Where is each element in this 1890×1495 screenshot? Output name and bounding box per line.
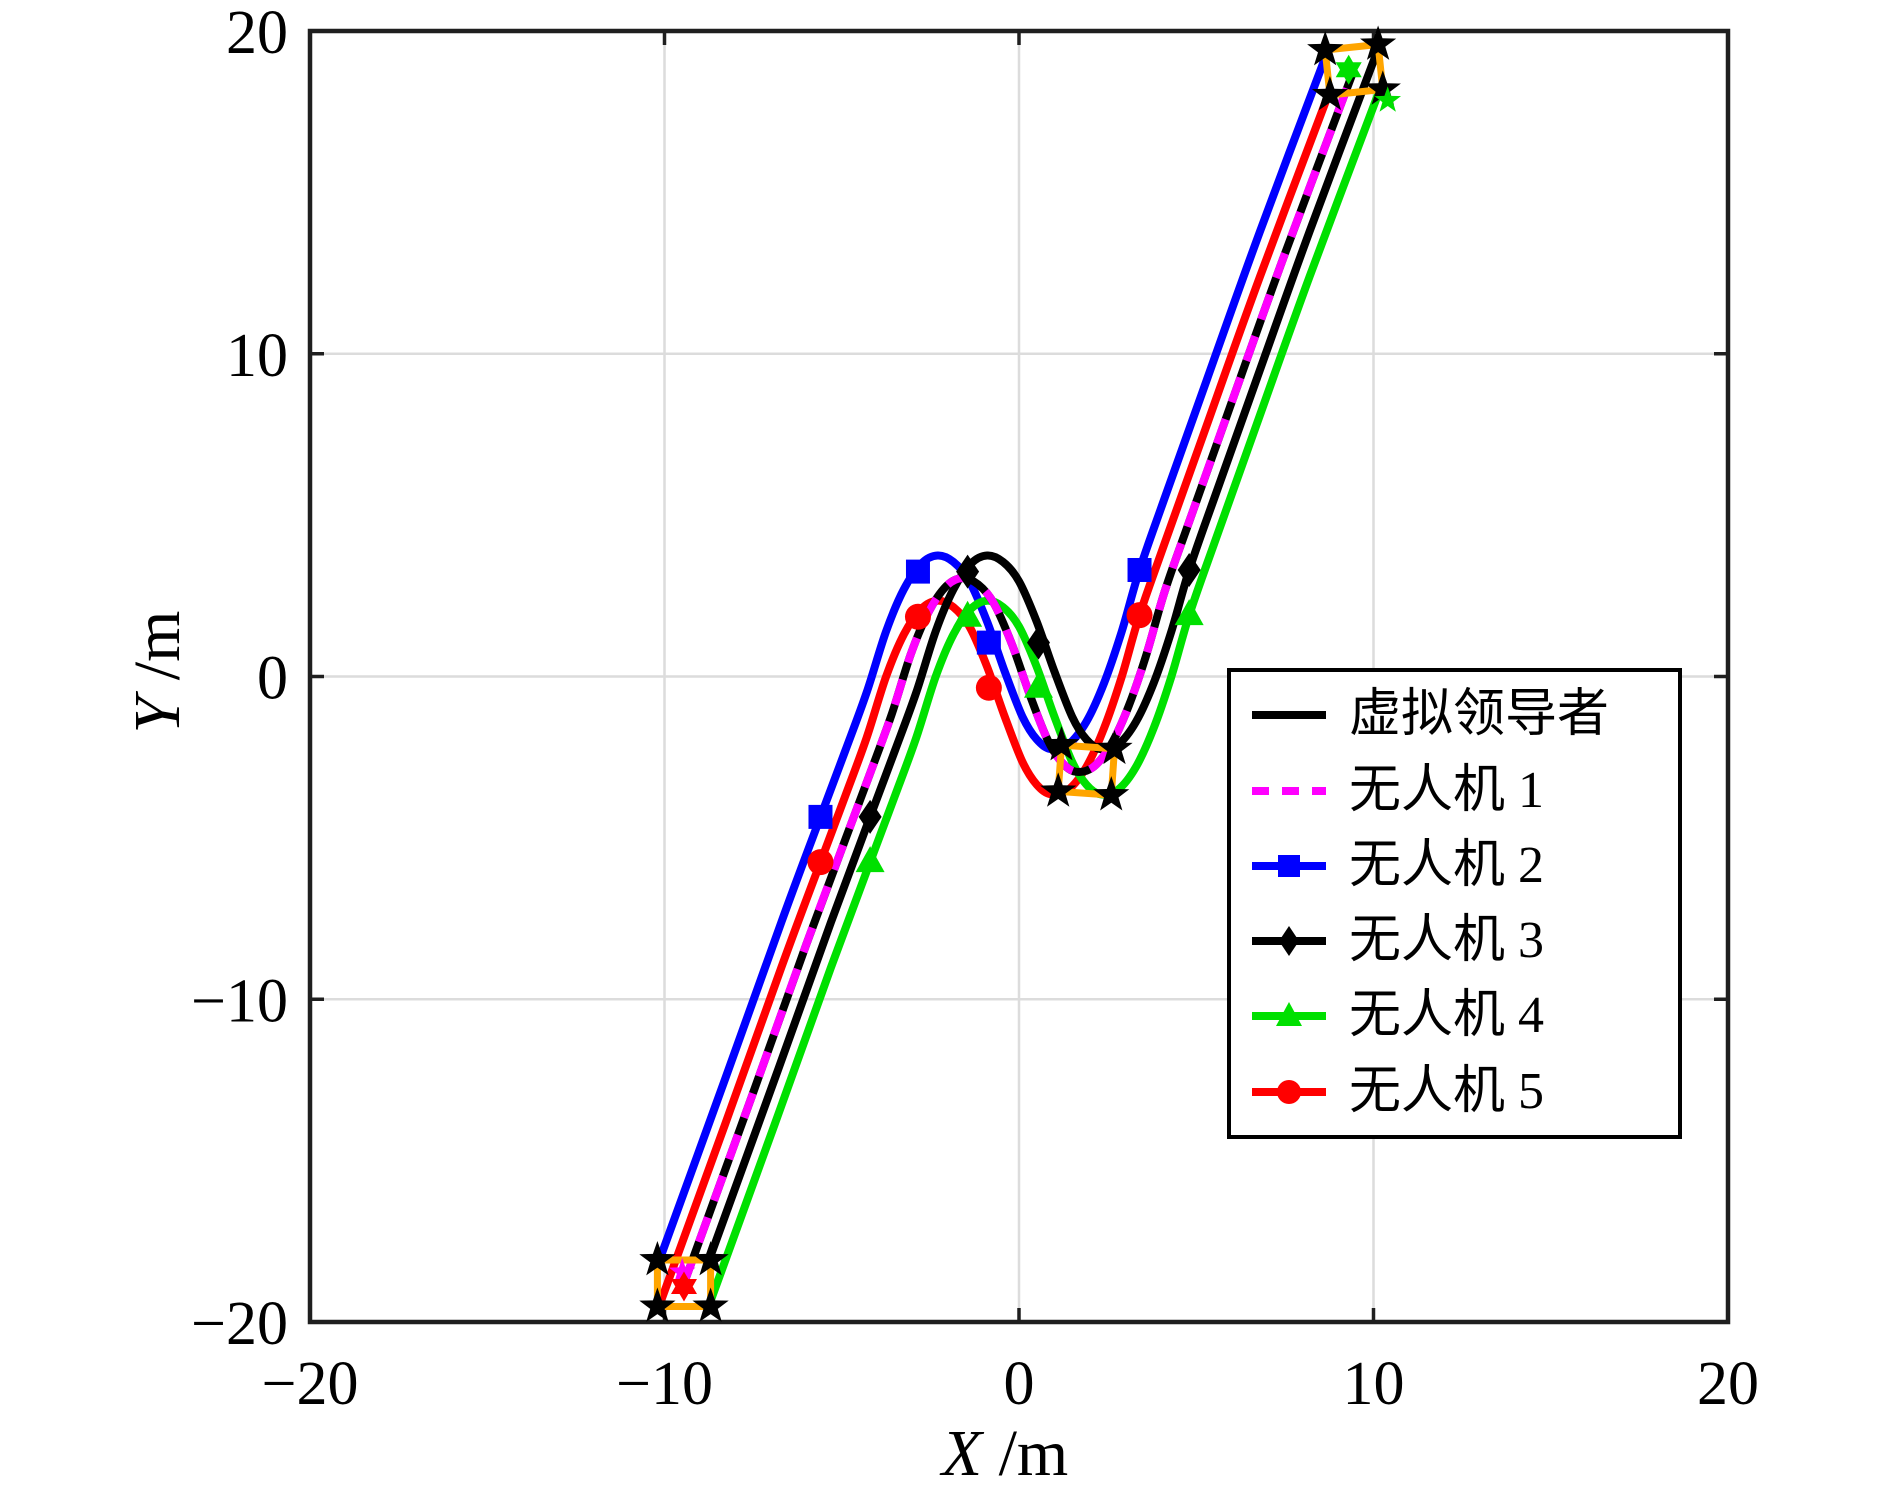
x-axis-label-var: X xyxy=(941,1417,983,1490)
uav4-marker xyxy=(855,846,885,873)
formation-corner-star xyxy=(1096,729,1133,765)
legend-label-leader: 虚拟领导者 xyxy=(1349,686,1610,744)
formation-corner-star xyxy=(1043,726,1080,761)
y-tick-label: 10 xyxy=(226,322,288,390)
uav4-marker xyxy=(1023,671,1053,698)
formation-corner-star xyxy=(1040,772,1077,807)
y-axis-label: Y /m xyxy=(120,611,196,734)
uav3-marker xyxy=(858,799,882,834)
legend-sample-uav1 xyxy=(1252,786,1326,795)
legend-sample-uav3 xyxy=(1252,926,1326,957)
x-tick-label: −10 xyxy=(616,1350,713,1418)
y-tick-label: −10 xyxy=(191,967,288,1035)
legend-label-uav2: 无人机 2 xyxy=(1349,836,1545,894)
legend-item-uav2: 无人机 2 xyxy=(1249,830,1678,902)
uav3-marker xyxy=(956,554,980,589)
legend: 虚拟领导者无人机 1 无人机 2 无人机 3 无人机 4 无人机 5 xyxy=(1227,668,1682,1139)
legend-label-uav5: 无人机 5 xyxy=(1349,1062,1545,1120)
pentagram-marker xyxy=(1374,86,1401,112)
pentagram-marker xyxy=(668,1258,696,1284)
formation-corner-star xyxy=(1364,70,1401,105)
y-tick-label: 20 xyxy=(226,0,288,67)
y-tick-label: −20 xyxy=(191,1290,288,1358)
formation-corner-star xyxy=(1093,776,1130,811)
y-tick-label: 0 xyxy=(257,645,288,713)
uav1-trajectory xyxy=(680,68,1358,1285)
uav3-marker xyxy=(1026,625,1050,660)
formation-corner-star xyxy=(692,1241,729,1276)
formation-corner-star xyxy=(1360,25,1397,60)
legend-label-uav1: 无人机 1 xyxy=(1349,761,1545,819)
legend-sample-uav4 xyxy=(1252,1002,1326,1027)
uav3-trajectory xyxy=(705,45,1383,1263)
formation-corner-star xyxy=(692,1287,729,1322)
formation-corner-star xyxy=(1307,31,1344,66)
uav5-marker xyxy=(807,849,834,876)
x-tick-label: 0 xyxy=(1004,1350,1035,1418)
legend-sample-leader xyxy=(1252,711,1326,720)
legend-item-leader: 虚拟领导者 xyxy=(1249,679,1678,751)
uav2-marker xyxy=(1127,557,1152,582)
x-axis-label: X /m xyxy=(942,1416,1069,1492)
uav5-marker xyxy=(1126,602,1153,629)
legend-item-uav1: 无人机 1 xyxy=(1249,755,1678,827)
x-tick-label: −20 xyxy=(262,1350,359,1418)
y-axis-label-unit: /m xyxy=(121,610,194,697)
hexagram-marker xyxy=(671,1271,697,1302)
uav3-marker xyxy=(1177,552,1201,587)
formation-corner-star xyxy=(639,1287,676,1322)
hexagram-marker xyxy=(1335,54,1362,85)
x-axis-label-unit: /m xyxy=(982,1417,1069,1490)
uav2-marker xyxy=(905,559,930,584)
legend-label-uav3: 无人机 3 xyxy=(1349,912,1545,970)
x-tick-label: 20 xyxy=(1697,1350,1759,1418)
uav2-marker xyxy=(976,630,1001,655)
x-tick-label: 10 xyxy=(1343,1350,1405,1418)
uav4-marker xyxy=(953,600,983,627)
uav5-marker xyxy=(975,674,1002,701)
uav2-marker xyxy=(808,804,833,829)
uav5-marker xyxy=(904,603,931,630)
legend-item-uav3: 无人机 3 xyxy=(1249,905,1678,977)
legend-item-uav5: 无人机 5 xyxy=(1249,1056,1678,1128)
y-axis-label-var: Y xyxy=(121,696,194,734)
uav4-marker xyxy=(1174,599,1204,626)
legend-sample-uav5 xyxy=(1252,1079,1326,1104)
formation-corner-star xyxy=(1311,76,1348,111)
legend-label-uav4: 无人机 4 xyxy=(1349,987,1545,1045)
legend-item-uav4: 无人机 4 xyxy=(1249,980,1678,1052)
formation-corner-star xyxy=(639,1241,676,1276)
legend-sample-uav2 xyxy=(1252,854,1326,877)
